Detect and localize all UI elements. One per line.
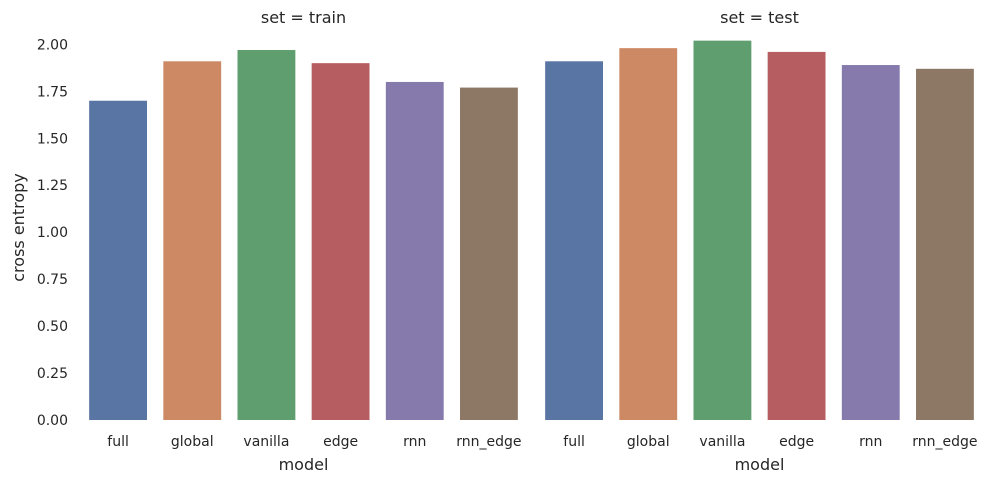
- bar-rnn: [385, 81, 444, 420]
- panel-title: set = test: [720, 8, 799, 27]
- bar-global: [619, 48, 678, 421]
- y-tick-label: 1.00: [37, 225, 68, 241]
- x-tick-label: global: [171, 434, 214, 450]
- x-tick-label: edge: [323, 434, 358, 450]
- x-tick-label: vanilla: [243, 434, 289, 450]
- x-axis-label: model: [735, 455, 785, 474]
- x-tick-label: rnn_edge: [456, 434, 521, 450]
- x-tick-label: global: [627, 434, 670, 450]
- panel-title: set = train: [261, 8, 346, 27]
- y-tick-label: 1.50: [37, 131, 68, 147]
- bar-rnn_edge: [459, 87, 518, 421]
- y-axis-label: cross entropy: [9, 173, 28, 281]
- x-tick-label: rnn: [859, 434, 882, 450]
- x-tick-label: edge: [779, 434, 814, 450]
- y-tick-label: 1.75: [37, 84, 68, 100]
- y-tick-label: 0.50: [37, 319, 68, 335]
- x-tick-label: full: [107, 434, 129, 450]
- y-tick-label: 0.00: [37, 413, 68, 429]
- bar-edge: [767, 51, 826, 421]
- x-axis-label: model: [279, 455, 329, 474]
- bar-vanilla: [237, 50, 296, 421]
- bar-edge: [311, 63, 370, 421]
- x-tick-label: rnn_edge: [912, 434, 977, 450]
- x-tick-label: vanilla: [699, 434, 745, 450]
- bar-vanilla: [693, 40, 752, 420]
- y-tick-label: 1.25: [37, 178, 68, 194]
- x-tick-label: rnn: [403, 434, 426, 450]
- bar-rnn_edge: [915, 68, 974, 421]
- bar-full: [89, 100, 148, 421]
- bar-global: [163, 61, 222, 420]
- bar-rnn: [841, 65, 900, 421]
- y-tick-label: 0.75: [37, 272, 68, 288]
- bar-full: [545, 61, 604, 420]
- y-tick-label: 0.25: [37, 366, 68, 382]
- x-tick-label: full: [563, 434, 585, 450]
- y-tick-label: 2.00: [37, 37, 68, 53]
